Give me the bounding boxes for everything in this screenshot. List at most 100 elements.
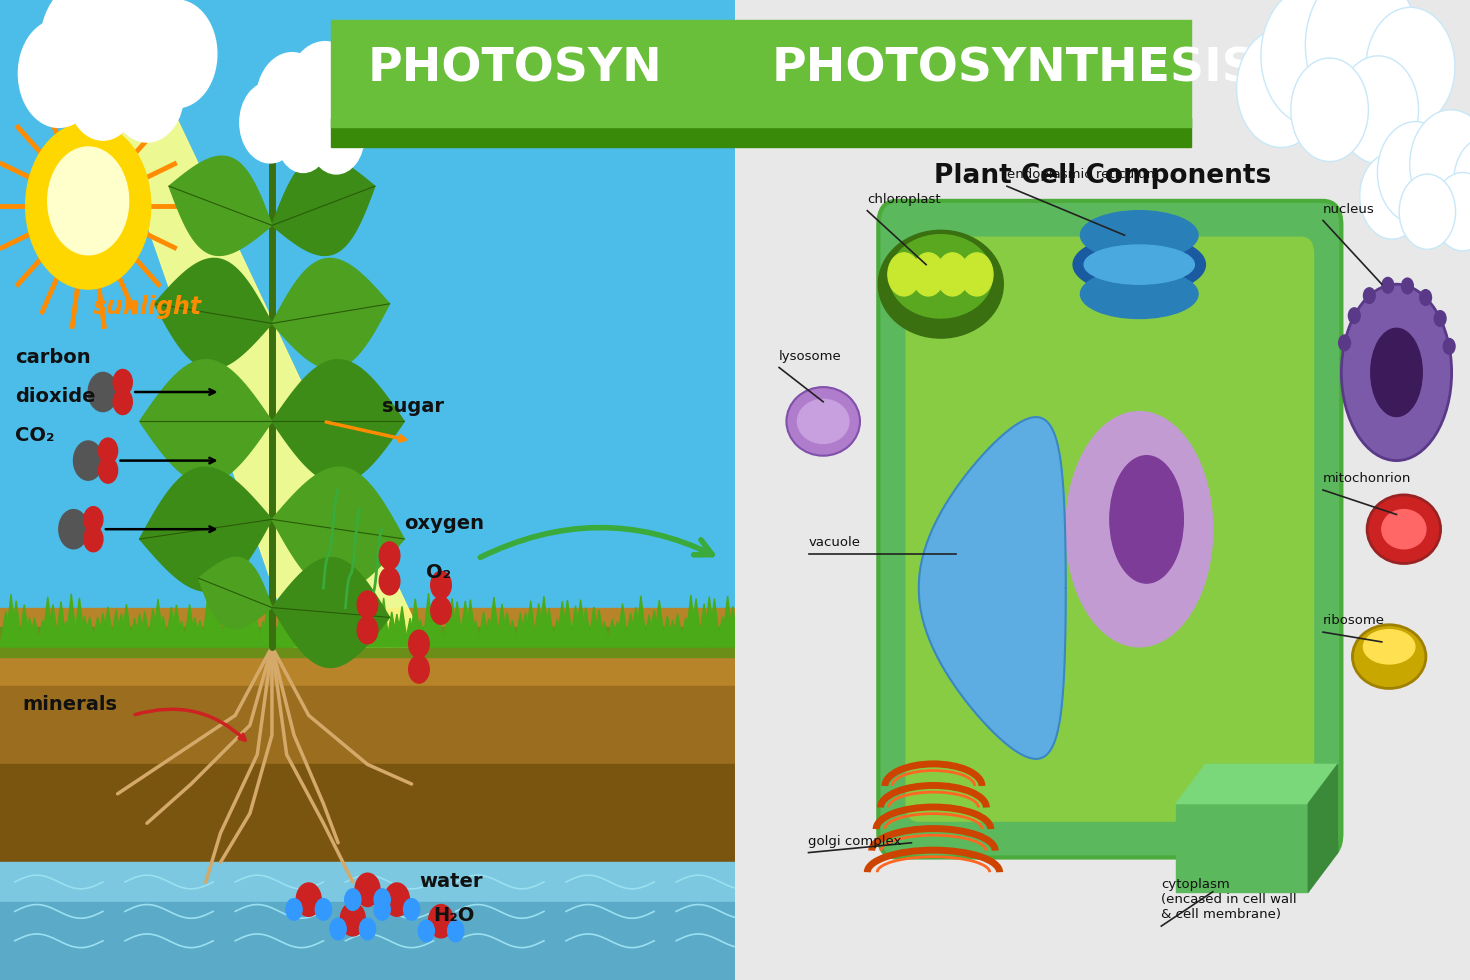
Bar — [0, 764, 735, 882]
FancyBboxPatch shape — [904, 235, 1316, 823]
Circle shape — [1382, 277, 1394, 293]
Polygon shape — [10, 601, 22, 647]
Polygon shape — [110, 118, 426, 647]
Polygon shape — [598, 621, 610, 647]
Polygon shape — [488, 597, 500, 647]
Ellipse shape — [1083, 245, 1194, 284]
Circle shape — [137, 0, 218, 108]
Circle shape — [385, 883, 409, 916]
Polygon shape — [226, 619, 238, 647]
Polygon shape — [134, 613, 146, 647]
Polygon shape — [525, 601, 537, 647]
Polygon shape — [184, 605, 196, 647]
Polygon shape — [698, 604, 710, 647]
Polygon shape — [56, 602, 68, 647]
Polygon shape — [276, 603, 287, 647]
Circle shape — [1420, 290, 1432, 306]
Polygon shape — [459, 601, 470, 647]
Bar — [0, 686, 735, 882]
Polygon shape — [434, 616, 445, 647]
Circle shape — [18, 20, 98, 127]
Polygon shape — [272, 156, 375, 256]
Polygon shape — [709, 599, 720, 647]
Polygon shape — [37, 620, 49, 647]
Polygon shape — [544, 609, 556, 647]
Polygon shape — [103, 607, 115, 647]
Text: Plant Cell Components: Plant Cell Components — [933, 164, 1272, 189]
Polygon shape — [1308, 764, 1338, 892]
Circle shape — [340, 903, 365, 936]
Polygon shape — [6, 594, 18, 647]
Circle shape — [911, 253, 944, 296]
Ellipse shape — [1367, 495, 1441, 563]
Polygon shape — [704, 597, 716, 647]
Polygon shape — [207, 594, 219, 647]
Polygon shape — [520, 612, 532, 647]
Polygon shape — [385, 612, 397, 647]
Bar — [0, 0, 735, 647]
Ellipse shape — [1066, 412, 1213, 647]
Bar — [0, 608, 735, 882]
Polygon shape — [331, 605, 343, 647]
Polygon shape — [268, 614, 279, 647]
Circle shape — [47, 147, 129, 255]
Polygon shape — [257, 621, 269, 647]
Polygon shape — [165, 608, 176, 647]
Circle shape — [936, 253, 969, 296]
Text: carbon: carbon — [15, 348, 90, 367]
Polygon shape — [404, 618, 416, 647]
Ellipse shape — [1080, 270, 1198, 318]
Ellipse shape — [1370, 328, 1421, 416]
Polygon shape — [47, 605, 59, 647]
Circle shape — [1401, 278, 1413, 294]
Circle shape — [98, 438, 118, 464]
Ellipse shape — [889, 235, 992, 318]
Polygon shape — [198, 558, 272, 628]
Polygon shape — [447, 599, 459, 647]
Polygon shape — [79, 616, 91, 647]
Circle shape — [98, 458, 118, 483]
Polygon shape — [220, 613, 232, 647]
Polygon shape — [612, 621, 623, 647]
Polygon shape — [140, 360, 272, 483]
FancyArrowPatch shape — [481, 527, 713, 558]
Circle shape — [356, 873, 379, 907]
Bar — [0, 627, 735, 657]
Polygon shape — [60, 621, 72, 647]
Polygon shape — [470, 620, 481, 647]
Circle shape — [74, 441, 103, 480]
Circle shape — [1236, 28, 1326, 147]
Polygon shape — [153, 599, 165, 647]
Polygon shape — [562, 600, 573, 647]
Polygon shape — [350, 616, 362, 647]
Circle shape — [84, 507, 103, 532]
Circle shape — [1291, 58, 1369, 162]
Polygon shape — [304, 594, 316, 647]
Text: O₂: O₂ — [426, 564, 451, 582]
Ellipse shape — [1110, 456, 1183, 583]
Circle shape — [1364, 288, 1376, 304]
Polygon shape — [194, 620, 206, 647]
Circle shape — [285, 899, 301, 920]
Polygon shape — [648, 611, 660, 647]
Polygon shape — [588, 607, 600, 647]
Text: lysosome: lysosome — [779, 350, 842, 363]
Polygon shape — [359, 612, 370, 647]
Circle shape — [409, 630, 429, 658]
Polygon shape — [556, 602, 567, 647]
Polygon shape — [378, 598, 390, 647]
Ellipse shape — [786, 387, 860, 456]
Polygon shape — [231, 602, 243, 647]
FancyBboxPatch shape — [735, 20, 1191, 127]
Polygon shape — [717, 616, 729, 647]
Polygon shape — [74, 598, 85, 647]
Circle shape — [1348, 308, 1360, 323]
Text: nucleus: nucleus — [1323, 203, 1374, 216]
FancyBboxPatch shape — [331, 20, 735, 127]
Polygon shape — [0, 612, 12, 647]
Circle shape — [25, 122, 150, 289]
Text: water: water — [419, 872, 482, 891]
Polygon shape — [171, 605, 182, 647]
Polygon shape — [1176, 764, 1338, 804]
Circle shape — [373, 899, 390, 920]
